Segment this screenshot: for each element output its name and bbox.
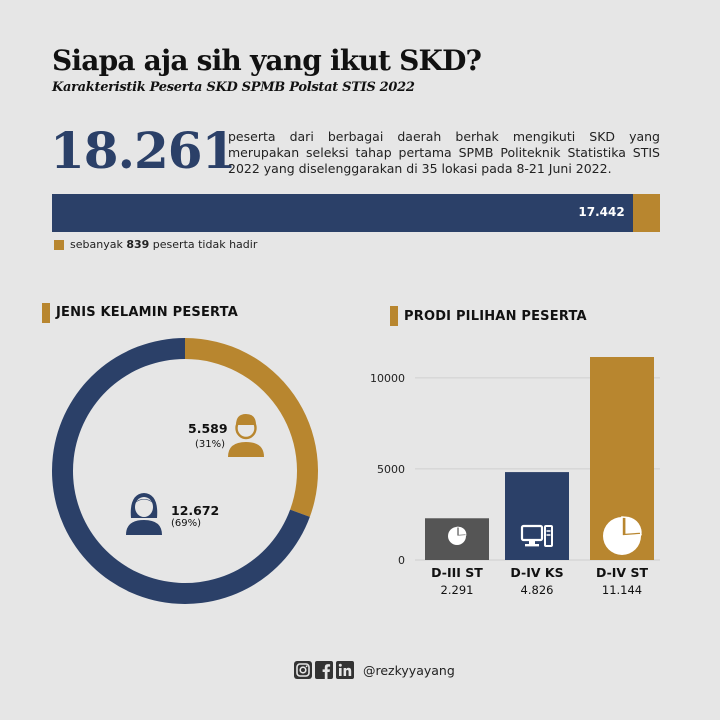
present-count-label: 17.442 [578,205,625,219]
x-category-label: D-IV ST [596,565,648,580]
attendance-bar: 17.442 [52,194,660,232]
female-user-icon [126,493,162,535]
prodi-section-marker [390,306,398,326]
bar-value-label: 2.291 [441,583,474,597]
male-count: 5.589 [188,421,228,436]
pie-chart-icon [448,526,467,545]
gender-section-title: JENIS KELAMIN PESERTA [56,305,238,320]
x-category-label: D-III ST [431,565,483,580]
gender-section-marker [42,303,50,323]
prodi-section-title: PRODI PILIHAN PESERTA [404,309,587,324]
male-percent: (31%) [195,439,226,450]
gender-donut-chart [52,338,318,604]
absent-prefix: sebanyak [70,238,123,251]
instagram-icon [294,661,312,679]
footer: @rezkyyayang [294,660,455,680]
total-participants: 18.261 [50,121,236,180]
bar-D-IV KS [505,472,569,560]
female-count: 12.672 [171,503,220,518]
attendance-present-segment: 17.442 [52,194,633,232]
page-subtitle: Karakteristik Peserta SKD SPMB Polstat S… [52,80,415,95]
male-user-icon [228,414,264,457]
intro-text: peserta dari berbagai daerah berhak meng… [228,129,660,176]
absent-legend-text: sebanyak 839 peserta tidak hadir [70,238,257,251]
y-tick-label: 10000 [370,372,405,385]
y-tick-label: 0 [398,554,405,567]
social-handle: @rezkyyayang [363,662,455,678]
absent-suffix: peserta tidak hadir [152,238,258,251]
absent-count: 839 [126,238,150,251]
pie-chart-icon [603,516,642,555]
bar-value-label: 11.144 [602,583,642,597]
prodi-bar-chart: 0 5000 10000 D-III ST 2.291 D-IV KS 4.826 D-IV … [370,357,660,597]
y-tick-label: 5000 [377,463,405,476]
x-category-label: D-IV KS [510,565,563,580]
computer-icon [520,524,553,547]
linkedin-icon [336,661,354,679]
donut-slice-male [185,338,318,517]
bar-value-label: 4.826 [521,583,554,597]
facebook-icon [315,661,333,679]
female-percent: (69%) [171,518,202,529]
absent-legend-swatch [54,240,64,250]
page-title: Siapa aja sih yang ikut SKD? [52,44,482,77]
